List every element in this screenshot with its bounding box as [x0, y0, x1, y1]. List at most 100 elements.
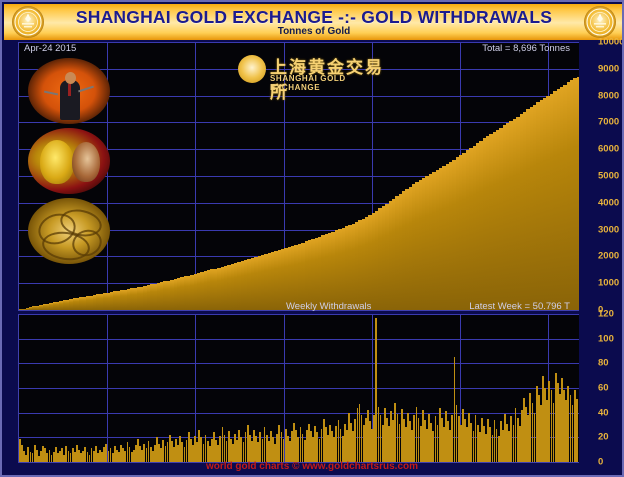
weekly-bar	[160, 448, 163, 462]
weekly-bar	[31, 453, 34, 462]
cumulative-bar	[576, 76, 579, 310]
weekly-bar	[352, 431, 355, 462]
weekly-bar	[229, 438, 232, 462]
weekly-bar	[299, 427, 302, 462]
cumulative-bar	[408, 186, 413, 310]
weekly-bar	[253, 429, 255, 462]
weekly-bar	[48, 449, 51, 462]
weekly-bar	[215, 439, 217, 462]
weekly-bar	[92, 450, 95, 462]
weekly-bar	[97, 453, 99, 462]
weekly-bar	[476, 425, 479, 462]
weekly-bar	[141, 449, 144, 462]
cumulative-bar	[469, 147, 473, 310]
gridline-horizontal	[19, 388, 579, 389]
gridline-horizontal	[19, 149, 579, 151]
weekly-bar	[198, 429, 201, 462]
weekly-bar	[428, 413, 430, 462]
cumulative-bar	[445, 163, 449, 310]
cumulative-bar	[284, 248, 288, 310]
weekly-bar	[240, 437, 243, 462]
photo-gold-dragon	[28, 198, 110, 264]
cumulative-bar	[435, 169, 439, 310]
cumulative-bar	[465, 150, 470, 310]
weekly-bar	[19, 438, 21, 462]
cumulative-bar	[371, 212, 376, 310]
weekly-bar	[324, 427, 327, 462]
cumulative-bar	[354, 221, 359, 310]
cumulative-bar	[549, 93, 554, 310]
cumulative-bar	[543, 97, 547, 310]
gridline-horizontal	[19, 122, 579, 124]
weekly-bar	[232, 443, 234, 462]
weekly-bar	[449, 429, 452, 462]
gridline-horizontal	[19, 202, 579, 204]
weekly-bar	[154, 444, 156, 462]
weekly-bar	[388, 426, 390, 462]
weekly-bar	[219, 436, 222, 462]
cumulative-bar	[160, 282, 164, 310]
weekly-bar	[502, 429, 504, 462]
weekly-bar	[415, 406, 418, 462]
cumulative-bar	[438, 167, 443, 310]
chart-header: SHANGHAI GOLD EXCHANGE -:- GOLD WITHDRAW…	[4, 4, 622, 40]
footer-credit: world gold charts © www.goldchartsrus.co…	[205, 461, 419, 472]
sge-emblem-icon	[12, 6, 44, 38]
weekly-bar	[42, 445, 44, 462]
weekly-bar	[67, 450, 70, 462]
as-of-date-label: Apr-24 2015	[24, 43, 77, 54]
weekly-bar	[303, 439, 306, 462]
weekly-bar	[554, 373, 557, 462]
weekly-bar	[293, 422, 295, 462]
cumulative-bar	[331, 231, 335, 310]
cumulative-bar	[244, 260, 248, 310]
gridline-vertical	[195, 42, 196, 310]
weekly-bar	[166, 442, 169, 462]
weekly-bar	[544, 388, 546, 462]
weekly-bar	[480, 417, 483, 462]
weekly-bar	[179, 436, 182, 462]
cumulative-bar	[472, 145, 476, 310]
weekly-bar	[379, 415, 382, 462]
cumulative-bar	[442, 165, 446, 310]
weekly-bar	[116, 449, 118, 462]
cumulative-bar	[223, 265, 228, 310]
weekly-bar	[559, 394, 561, 462]
weekly-bar	[400, 408, 403, 462]
weekly-bar	[21, 444, 23, 462]
gridline-horizontal	[19, 42, 579, 43]
cumulative-bar	[563, 84, 567, 310]
cumulative-bar	[499, 127, 503, 310]
cumulative-bar	[425, 176, 429, 310]
y-tick-label: 1000	[598, 277, 620, 289]
cumulative-bar	[482, 138, 486, 310]
cumulative-bar	[418, 180, 423, 310]
weekly-bar	[318, 438, 321, 462]
cumulative-series	[19, 42, 579, 310]
weekly-bar	[411, 429, 414, 462]
weekly-bar	[377, 406, 380, 462]
cumulative-bar	[153, 283, 157, 310]
weekly-bar	[113, 445, 116, 462]
cumulative-bar	[227, 264, 231, 310]
cumulative-bar	[361, 218, 366, 310]
weekly-bar	[234, 433, 236, 462]
y-tick-label: 0	[598, 456, 604, 468]
weekly-bar	[248, 434, 251, 462]
weekly-bar	[386, 417, 388, 462]
weekly-bar	[461, 408, 464, 462]
weekly-bar	[567, 385, 570, 462]
cumulative-bar	[96, 294, 100, 310]
weekly-bar	[52, 452, 55, 462]
cumulative-bar	[240, 261, 245, 310]
cumulative-bar	[123, 289, 127, 310]
weekly-bar	[470, 422, 473, 462]
cumulative-bar	[52, 302, 56, 310]
photo-gold-busts	[28, 128, 110, 194]
cumulative-bar	[274, 251, 278, 310]
cumulative-bar	[69, 299, 73, 310]
weekly-bar	[130, 452, 133, 462]
weekly-bar	[455, 405, 458, 462]
cumulative-bar	[455, 157, 460, 310]
weekly-bar	[50, 454, 53, 462]
